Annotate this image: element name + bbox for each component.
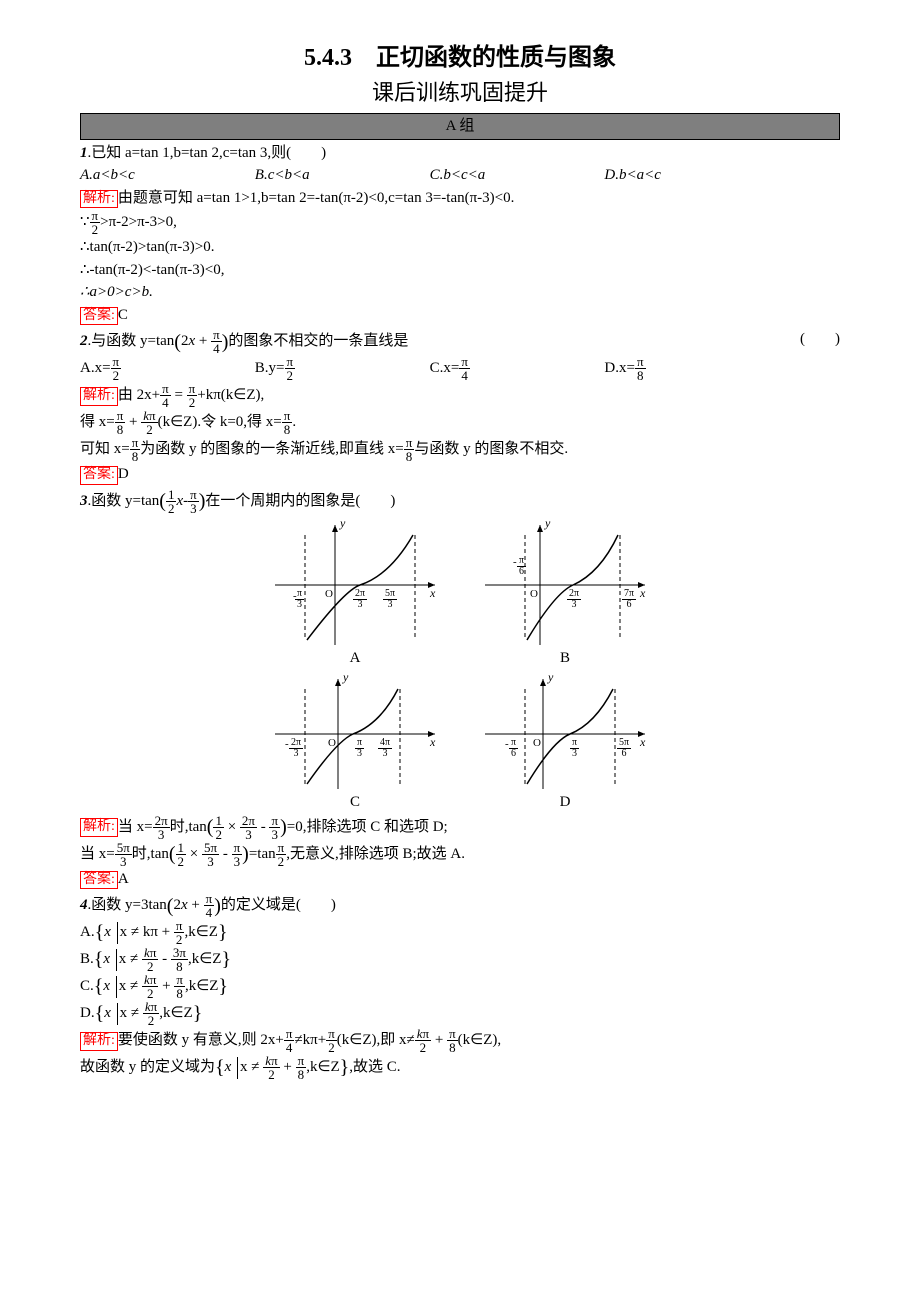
q1-l1-pre: ∵ xyxy=(80,214,90,230)
chart-a-label: A xyxy=(265,647,445,670)
jiexi-tag-3: 解析: xyxy=(80,818,118,837)
q1-opt-c: C.b<c<a xyxy=(430,164,605,187)
page-title: 5.4.3 正切函数的性质与图象 xyxy=(80,40,840,76)
q4-opt-d: D.{x x ≠ kπ2,k∈Z} xyxy=(80,1000,840,1027)
q4-jiexi: 解析:要使函数 y 有意义,则 2x+π4≠kπ+π2(k∈Z),即 x≠kπ2… xyxy=(80,1027,840,1054)
q4-opt-c: C.{x x ≠ kπ2 + π8,k∈Z} xyxy=(80,973,840,1000)
q4-opt-b: B.{x x ≠ kπ2 - 3π8,k∈Z} xyxy=(80,946,840,973)
q3-pre: .函数 y=tan xyxy=(88,492,160,508)
daan-tag-2: 答案: xyxy=(80,466,118,485)
q3-charts-row1: yxO - π3 2π3 5π3 yxO - π6 2π3 7π6 xyxy=(80,515,840,655)
jiexi-tag-4: 解析: xyxy=(80,1032,118,1051)
svg-text:O: O xyxy=(328,737,336,749)
q3-ans-val: A xyxy=(118,871,129,887)
q2-jx-pre: 由 2x+ xyxy=(118,387,160,403)
q2-jx-m2: +kπ(k∈Z), xyxy=(197,387,264,403)
svg-text:x: x xyxy=(429,735,436,749)
q2-ans-val: D xyxy=(118,466,129,482)
svg-text:O: O xyxy=(530,588,538,600)
svg-text:y: y xyxy=(339,516,346,530)
jiexi-tag-2: 解析: xyxy=(80,387,118,406)
q2-options: A.x=π2 B.y=π2 C.x=π4 D.x=π8 xyxy=(80,355,840,382)
q1-opt-d: D.b<a<c xyxy=(604,164,779,187)
chart-c-label: C xyxy=(265,791,445,814)
daan-tag-3: 答案: xyxy=(80,871,118,890)
q2-line3: 可知 x=π8为函数 y 的图象的一条渐近线,即直线 x=π8与函数 y 的图象… xyxy=(80,436,840,463)
svg-text:x: x xyxy=(429,586,436,600)
q2-num: 2 xyxy=(80,333,88,349)
jiexi-tag: 解析: xyxy=(80,190,118,209)
chart-d: yxO - π6 π3 5π6 xyxy=(475,669,655,799)
q1-jiexi: 解析:由题意可知 a=tan 1>1,b=tan 2=-tan(π-2)<0,c… xyxy=(80,187,840,210)
q1-line3: ∴-tan(π-2)<-tan(π-3)<0, xyxy=(80,259,840,282)
svg-text:O: O xyxy=(325,588,333,600)
daan-tag: 答案: xyxy=(80,307,118,326)
q1-stem: .已知 a=tan 1,b=tan 2,c=tan 3,则( ) xyxy=(88,145,327,161)
q2-opt-c: C.x=π4 xyxy=(430,355,605,382)
question-2: 2.与函数 y=tan(2x + π4)的图象不相交的一条直线是 ( ) xyxy=(80,328,840,355)
q2-pre: .与函数 y=tan xyxy=(88,333,175,349)
question-4: 4.函数 y=3tan(2x + π4)的定义域是( ) xyxy=(80,892,840,919)
q2-opt-a: A.x=π2 xyxy=(80,355,255,382)
q2-paren: ( ) xyxy=(800,328,840,351)
svg-text:x: x xyxy=(639,735,646,749)
q2-opt-b: B.y=π2 xyxy=(255,355,430,382)
q2-line2: 得 x=π8 + kπ2(k∈Z).令 k=0,得 x=π8. xyxy=(80,409,840,436)
q1-line1: ∵π2>π-2>π-3>0, xyxy=(80,209,840,236)
q1-num: 1 xyxy=(80,145,88,161)
q2-ans: 答案:D xyxy=(80,463,840,486)
q3-line2: 当 x=5π3时,tan(12 × 5π3 - π3)=tanπ2,无意义,排除… xyxy=(80,841,840,868)
svg-text:y: y xyxy=(547,670,554,684)
q3-ans: 答案:A xyxy=(80,868,840,891)
q1-ans: 答案:C xyxy=(80,304,840,327)
q1-ans-val: C xyxy=(118,307,128,323)
q1-l1-post: >π-2>π-3>0, xyxy=(100,214,177,230)
q1-opt-b: B.c<b<a xyxy=(255,164,430,187)
q3-num: 3 xyxy=(80,492,88,508)
q3-labels-row2: C D xyxy=(80,791,840,814)
q1-opt-a: A.a<b<c xyxy=(80,164,255,187)
q1-options: A.a<b<c B.c<b<a C.b<c<a D.b<a<c xyxy=(80,164,840,187)
q1-jiexi-lead: 由题意可知 a=tan 1>1,b=tan 2=-tan(π-2)<0,c=ta… xyxy=(118,190,514,206)
chart-d-label: D xyxy=(475,791,655,814)
q2-jiexi: 解析:由 2x+π4 = π2+kπ(k∈Z), xyxy=(80,382,840,409)
q2-opt-d: D.x=π8 xyxy=(604,355,779,382)
group-a-header: A 组 xyxy=(80,113,840,140)
chart-b-label: B xyxy=(475,647,655,670)
q1-line2: ∴tan(π-2)>tan(π-3)>0. xyxy=(80,236,840,259)
chart-b: yxO - π6 2π3 7π6 xyxy=(475,515,655,655)
q2-mid: 的图象不相交的一条直线是 xyxy=(228,333,408,349)
chart-c: yxO - 2π3 π3 4π3 xyxy=(265,669,445,799)
question-1: 1.已知 a=tan 1,b=tan 2,c=tan 3,则( ) xyxy=(80,142,840,165)
q4-num: 4 xyxy=(80,897,88,913)
svg-text:y: y xyxy=(342,670,349,684)
chart-a: yxO - π3 2π3 5π3 xyxy=(265,515,445,655)
q2-jx-m1: = xyxy=(171,387,187,403)
q3-charts-row2: yxO - 2π3 π3 4π3 yxO - π6 π3 5π6 xyxy=(80,669,840,799)
q3-labels-row1: A B xyxy=(80,647,840,670)
q3-post: 在一个周期内的图象是( ) xyxy=(205,492,395,508)
svg-text:O: O xyxy=(533,737,541,749)
q3-jiexi: 解析:当 x=2π3时,tan(12 × 2π3 - π3)=0,排除选项 C … xyxy=(80,814,840,841)
question-3: 3.函数 y=tan(12x-π3)在一个周期内的图象是( ) xyxy=(80,488,840,515)
q1-line4: ∴a>0>c>b. xyxy=(80,281,840,304)
q4-opt-a: A.{x x ≠ kπ + π2,k∈Z} xyxy=(80,919,840,946)
page-subtitle: 课后训练巩固提升 xyxy=(80,76,840,109)
q4-line2: 故函数 y 的定义域为{x x ≠ kπ2 + π8,k∈Z},故选 C. xyxy=(80,1054,840,1081)
svg-text:y: y xyxy=(544,516,551,530)
